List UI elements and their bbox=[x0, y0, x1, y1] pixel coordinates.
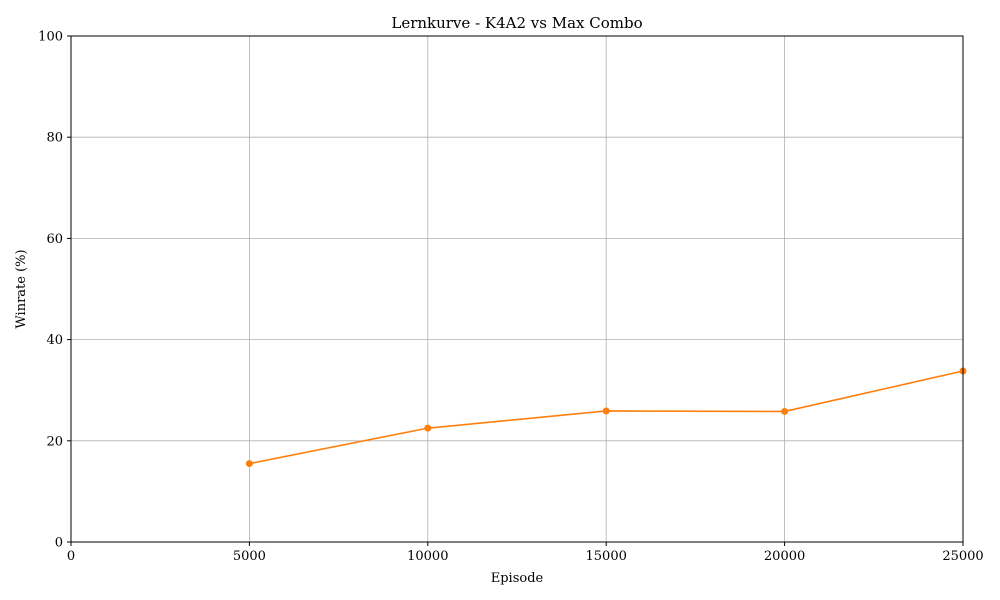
x-axis-label: Episode bbox=[491, 571, 544, 586]
x-tick-label: 0 bbox=[67, 549, 75, 564]
axes-frame bbox=[70, 35, 964, 543]
y-tick-label: 40 bbox=[46, 333, 63, 348]
y-axis-ticks: 0 20 40 60 80 100 bbox=[38, 30, 71, 551]
data-point bbox=[602, 407, 610, 415]
data-point bbox=[245, 460, 253, 468]
x-axis-ticks: 0 5000 10000 15000 20000 25000 bbox=[67, 542, 984, 564]
grid bbox=[70, 35, 964, 543]
y-tick-label: 0 bbox=[55, 536, 63, 551]
data-point bbox=[424, 424, 432, 432]
y-tick-label: 60 bbox=[46, 232, 63, 247]
x-tick-label: 25000 bbox=[942, 549, 983, 564]
plot-area bbox=[245, 367, 967, 468]
chart-title: Lernkurve - K4A2 vs Max Combo bbox=[391, 14, 642, 32]
y-axis-label: Winrate (%) bbox=[14, 249, 29, 328]
x-tick-label: 15000 bbox=[586, 549, 627, 564]
y-tick-label: 20 bbox=[46, 434, 63, 449]
x-tick-label: 10000 bbox=[407, 549, 448, 564]
y-tick-label: 100 bbox=[38, 30, 63, 45]
data-point bbox=[781, 407, 789, 415]
y-tick-label: 80 bbox=[46, 131, 63, 146]
x-tick-label: 5000 bbox=[233, 549, 266, 564]
x-tick-label: 20000 bbox=[764, 549, 805, 564]
